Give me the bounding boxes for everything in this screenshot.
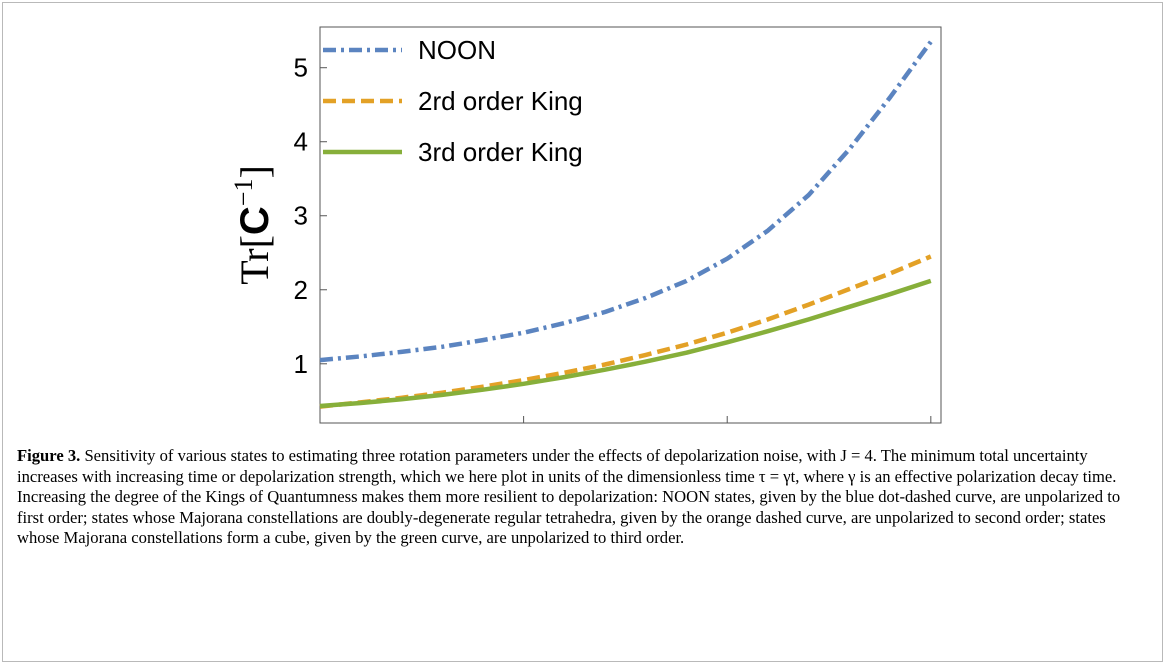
x-tick-label: 0.02 bbox=[702, 435, 753, 440]
y-tick-label: 3 bbox=[294, 201, 308, 231]
axis-ticks: 0.00 0.010 0.02 0.03 1 2 3 4 5 bbox=[294, 53, 957, 440]
y-axis-title-superscript: −1 bbox=[229, 179, 258, 207]
y-axis-title-suffix: ] bbox=[232, 165, 277, 178]
series-line-3 bbox=[319, 278, 932, 409]
caption-label: Figure 3. bbox=[17, 446, 81, 465]
y-axis-title: Tr[C−1] bbox=[229, 165, 277, 285]
y-tick-label: 5 bbox=[294, 53, 308, 83]
x-tick-label: 0.00 bbox=[295, 435, 346, 440]
legend-label-1: NOON bbox=[418, 35, 496, 65]
y-tick-label: 2 bbox=[294, 275, 308, 305]
y-axis-title-bold: C bbox=[233, 206, 277, 235]
y-tick-label: 1 bbox=[294, 349, 308, 379]
plot-frame bbox=[319, 26, 942, 424]
x-tick-label: 0.03 bbox=[906, 435, 957, 440]
x-tick-label: 0.010 bbox=[491, 435, 556, 440]
series-layer bbox=[319, 40, 933, 409]
y-axis-title-prefix: Tr[ bbox=[232, 235, 277, 285]
legend-label-2: 2rd order King bbox=[418, 86, 583, 116]
legend-label-3: 3rd order King bbox=[418, 137, 583, 167]
svg-text:Tr[C−1]: Tr[C−1] bbox=[229, 165, 277, 285]
caption-text: Sensitivity of various states to estimat… bbox=[17, 446, 1121, 548]
series-line-1 bbox=[319, 40, 933, 363]
y-tick-label: 4 bbox=[294, 127, 308, 157]
series-line-2 bbox=[319, 254, 932, 409]
figure-caption: Figure 3. Sensitivity of various states … bbox=[17, 446, 1147, 549]
legend: NOON 2rd order King 3rd order King bbox=[323, 35, 583, 167]
line-chart: 0.00 0.010 0.02 0.03 1 2 3 4 5 NOON 2rd order Kin… bbox=[229, 26, 957, 440]
